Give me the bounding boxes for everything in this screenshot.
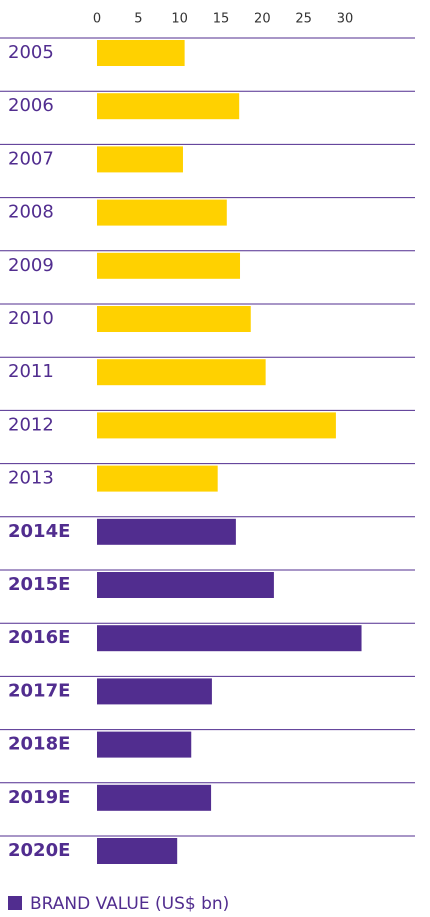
x-tick-label: 10 [171,12,188,27]
y-tick-label: 2007 [8,148,54,169]
y-tick-label: 2019E [8,787,70,808]
y-tick-label: 2017E [8,680,70,701]
x-tick-label: 5 [134,12,142,27]
bar [97,838,178,864]
y-tick-label: 2018E [8,734,70,755]
bar [97,731,192,758]
x-tick-label: 30 [337,12,354,27]
bar [97,40,185,66]
bar [97,784,212,811]
bar [97,625,362,652]
bar [97,359,266,386]
bar [97,252,241,279]
y-tick-label: 2015E [8,574,70,595]
y-tick-label: 2005 [8,42,54,63]
bar [97,572,274,598]
bar [97,146,183,173]
y-tick-label: 2008 [8,202,54,223]
x-tick-label: 0 [93,12,101,27]
bar [97,678,212,705]
bar [97,306,251,332]
bar [97,465,218,492]
x-tick-label: 20 [254,12,271,27]
y-tick-label: 2014E [8,521,70,542]
y-tick-label: 2013 [8,468,54,489]
y-tick-label: 2006 [8,95,54,116]
x-tick-label: 15 [213,12,230,27]
y-tick-label: 2009 [8,255,54,276]
legend-swatch [8,896,22,910]
x-tick-label: 25 [295,12,312,27]
bar [97,199,227,226]
bar [97,518,236,545]
y-tick-label: 2010 [8,308,54,329]
legend-label: BRAND VALUE (US$ bn) [30,894,229,914]
bar [97,93,240,120]
bar [97,412,336,439]
y-tick-label: 2012 [8,414,54,435]
y-tick-label: 2011 [8,361,54,382]
y-tick-label: 2020E [8,840,70,861]
y-tick-label: 2016E [8,627,70,648]
